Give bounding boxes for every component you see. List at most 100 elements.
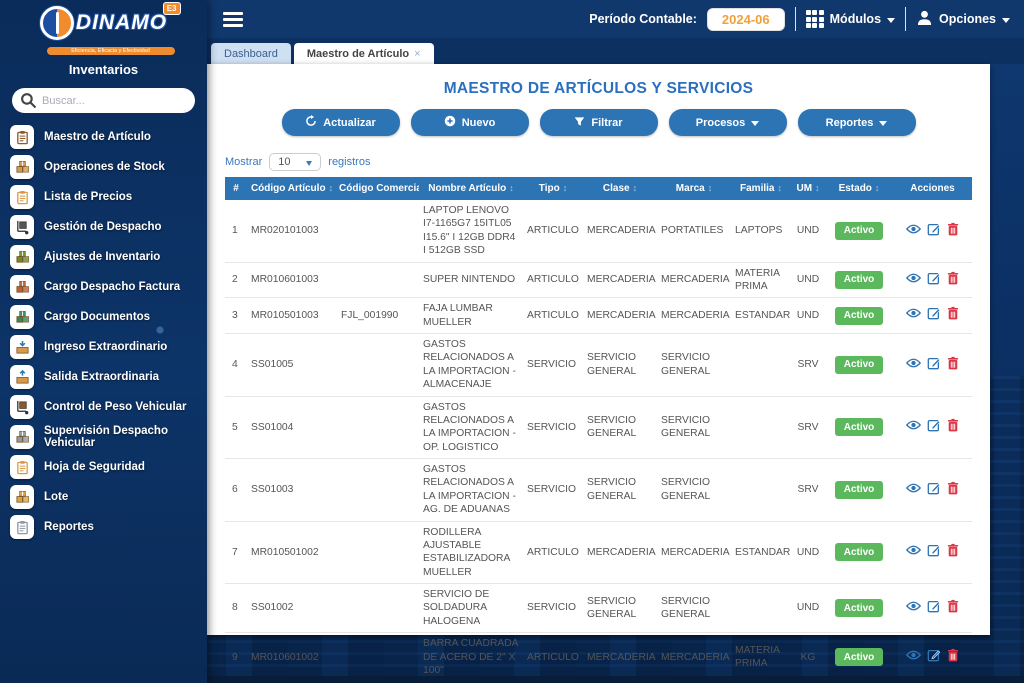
cell-codigo: MR010501003 [247,298,337,334]
clipboard-icon [10,185,34,209]
app-logo: DINAMO E3 Eficiencia, Eficacia y Efectiv… [29,6,179,52]
delete-button[interactable] [947,648,959,666]
period-value[interactable]: 2024-06 [707,8,785,31]
cell-clase: MERCADERIA [583,262,657,298]
sidebar-item-label: Control de Peso Vehicular [44,401,187,413]
column-header-familia[interactable]: Familia↕ [731,177,791,200]
cell-comercial [337,584,419,633]
cell-clase: SERVICIO GENERAL [583,459,657,522]
search-input[interactable] [12,88,195,113]
edit-button[interactable] [927,356,941,374]
sort-icon: ↕ [633,183,638,193]
sidebar: DINAMO E3 Eficiencia, Eficacia y Efectiv… [0,0,207,683]
cell-um: UND [791,521,825,584]
view-button[interactable] [906,357,921,373]
sidebar-item-lote[interactable]: Lote [10,485,207,509]
delete-button[interactable] [947,599,959,617]
edit-button[interactable] [927,418,941,436]
tab-maestro-de-art-culo[interactable]: Maestro de Artículo× [294,43,434,64]
delete-button[interactable] [947,306,959,324]
eye-icon [906,227,921,238]
delete-button[interactable] [947,418,959,436]
clipboard-icon [10,455,34,479]
procesos-button[interactable]: Procesos [669,109,787,136]
sidebar-item-ajustes-de-inventario[interactable]: Ajustes de Inventario [10,245,207,269]
divider [795,7,796,31]
edit-button[interactable] [927,543,941,561]
nuevo-button[interactable]: Nuevo [411,109,529,136]
toolbar: Actualizar Nuevo Filtrar Procesos Reportes [225,109,972,136]
cell-codigo: MR010601003 [247,262,337,298]
close-icon[interactable]: × [414,48,420,60]
sidebar-item-ingreso-extraordinario[interactable]: Ingreso Extraordinario [10,335,207,359]
tab-dashboard[interactable]: Dashboard [211,43,291,64]
reportes-button[interactable]: Reportes [798,109,916,136]
sidebar-item-supervisi-n-despacho-vehicular[interactable]: Supervisión Despacho Vehicular [10,425,207,449]
view-button[interactable] [906,223,921,239]
delete-button[interactable] [947,222,959,240]
edit-button[interactable] [927,599,941,617]
sidebar-item-salida-extraordinaria[interactable]: Salida Extraordinaria [10,365,207,389]
actualizar-button[interactable]: Actualizar [282,109,400,136]
cell-familia [731,334,791,397]
sidebar-item-lista-de-precios[interactable]: Lista de Precios [10,185,207,209]
eye-icon [906,604,921,615]
sidebar-item-operaciones-de-stock[interactable]: Operaciones de Stock [10,155,207,179]
delete-button[interactable] [947,481,959,499]
view-button[interactable] [906,307,921,323]
view-button[interactable] [906,482,921,498]
sort-icon: ↕ [329,183,334,193]
sidebar-item-reportes[interactable]: Reportes [10,515,207,539]
delete-button[interactable] [947,543,959,561]
edit-button[interactable] [927,481,941,499]
cell-tipo: ARTICULO [523,298,583,334]
cell-nombre: SUPER NINTENDO [419,262,523,298]
modules-menu[interactable]: Módulos [806,10,895,28]
edit-button[interactable] [927,648,941,666]
column-header-um[interactable]: UM↕ [791,177,825,200]
cell-um: SRV [791,334,825,397]
sidebar-item-hoja-de-seguridad[interactable]: Hoja de Seguridad [10,455,207,479]
column-header-clase[interactable]: Clase↕ [583,177,657,200]
hamburger-menu-icon[interactable] [223,9,243,30]
brand-tagline: Eficiencia, Eficacia y Efectividad [47,47,175,55]
column-header-c-digo-comercial[interactable]: Código Comercial↕ [337,177,419,200]
cell-comercial [337,459,419,522]
edit-button[interactable] [927,271,941,289]
cell-acciones [893,396,972,459]
edit-icon [927,362,941,373]
view-button[interactable] [906,544,921,560]
filtrar-button[interactable]: Filtrar [540,109,658,136]
sidebar-item-control-de-peso-vehicular[interactable]: Control de Peso Vehicular [10,395,207,419]
column-header-c-digo-art-culo[interactable]: Código Artículo↕ [247,177,337,200]
column-header-nombre-art-culo[interactable]: Nombre Artículo↕ [419,177,523,200]
edit-button[interactable] [927,222,941,240]
module-title: Inventarios [0,62,207,77]
view-button[interactable] [906,649,921,665]
cell-marca: SERVICIO GENERAL [657,334,731,397]
trash-icon [947,487,959,498]
column-header-tipo[interactable]: Tipo↕ [523,177,583,200]
cell-nombre: LAPTOP LENOVO I7-1165G7 15ITL05 I15.6" I… [419,200,523,262]
column-header-estado[interactable]: Estado↕ [825,177,893,200]
delete-button[interactable] [947,356,959,374]
sidebar-item-gesti-n-de-despacho[interactable]: Gestión de Despacho [10,215,207,239]
edit-button[interactable] [927,306,941,324]
view-button[interactable] [906,600,921,616]
table-row: 2MR010601003SUPER NINTENDOARTICULOMERCAD… [225,262,972,298]
options-menu[interactable]: Opciones [916,9,1010,29]
column-header-marca[interactable]: Marca↕ [657,177,731,200]
period-label: Período Contable: [589,12,697,26]
sidebar-item-cargo-documentos[interactable]: Cargo Documentos [10,305,207,329]
boxes-icon [10,305,34,329]
sidebar-item-maestro-de-art-culo[interactable]: Maestro de Artículo [10,125,207,149]
delete-button[interactable] [947,271,959,289]
sidebar-item-cargo-despacho-factura[interactable]: Cargo Despacho Factura [10,275,207,299]
cell-nombre: GASTOS RELACIONADOS A LA IMPORTACION - A… [419,334,523,397]
show-entries: Mostrar 10 registros [225,153,972,171]
view-button[interactable] [906,272,921,288]
content-card: MAESTRO DE ARTÍCULOS Y SERVICIOS Actuali… [207,64,990,635]
page-size-select[interactable]: 10 [269,153,321,171]
button-label: Filtrar [591,117,622,129]
view-button[interactable] [906,419,921,435]
